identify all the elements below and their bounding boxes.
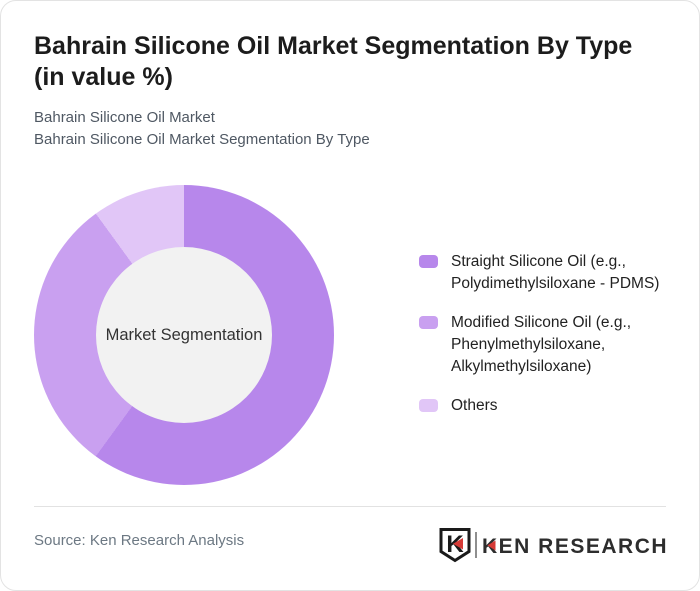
logo-separator <box>475 532 477 558</box>
page-title: Bahrain Silicone Oil Market Segmentation… <box>34 32 633 91</box>
footer-divider <box>34 506 666 507</box>
donut-center-label: Market Segmentation <box>96 247 272 423</box>
legend-swatch-icon <box>419 316 438 329</box>
legend-label: Others <box>451 397 498 414</box>
legend-swatch-icon <box>419 399 438 412</box>
ken-research-logo: K KEN RESEARCH <box>439 528 668 563</box>
subtitle-line-2: Bahrain Silicone Oil Market Segmentation… <box>34 131 370 148</box>
legend-swatch-icon <box>419 255 438 268</box>
legend-label: Modified Silicone Oil (e.g., Phenylmethy… <box>451 314 632 375</box>
legend-item-others: Others <box>419 395 677 417</box>
logo-wordmark: KEN RESEARCH <box>482 535 668 558</box>
donut-chart: Market Segmentation <box>34 185 334 485</box>
svg-text:KEN RESEARCH: KEN RESEARCH <box>482 535 668 558</box>
legend-label: Straight Silicone Oil (e.g., Polydimethy… <box>451 253 660 292</box>
source-note: Source: Ken Research Analysis <box>34 532 245 549</box>
chart-legend: Straight Silicone Oil (e.g., Polydimethy… <box>419 251 677 417</box>
chart-subtitle: Bahrain Silicone Oil Market Bahrain Sili… <box>34 107 666 151</box>
ken-research-shield-icon: K <box>439 528 471 563</box>
legend-item-straight-silicone-oil: Straight Silicone Oil (e.g., Polydimethy… <box>419 251 677 295</box>
legend-item-modified-silicone-oil: Modified Silicone Oil (e.g., Phenylmethy… <box>419 312 677 378</box>
subtitle-line-1: Bahrain Silicone Oil Market <box>34 109 215 126</box>
